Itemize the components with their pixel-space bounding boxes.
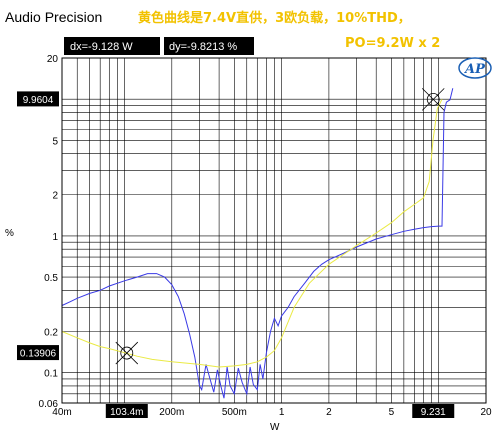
cursor-markers	[115, 88, 445, 365]
cursor-circle	[120, 346, 134, 360]
cursor-value-boxes: 103.4m 9.231 9.9604 0.13906	[17, 91, 455, 418]
cursor-cross	[115, 341, 139, 365]
dx-readout: dx=-9.128 W	[70, 41, 133, 53]
dy-readout: dy=-9.8213 %	[169, 41, 237, 53]
x-tick-label: 40m	[52, 407, 71, 418]
x-tick-label: 5	[389, 407, 395, 418]
y-tick-label: 5	[52, 136, 58, 147]
y-cursor-1-value: 9.9604	[23, 95, 54, 106]
x-cursor-1-value-box	[105, 404, 148, 418]
x-tick-label: 200m	[159, 407, 184, 418]
tick-labels: 40m 200m 500m 1 2 5 20 0.06 0.1 0.2 0.5 1 2 5 20	[39, 54, 492, 418]
x-cursor-1-value: 103.4m	[110, 407, 143, 418]
cursor-cross	[421, 88, 445, 111]
x-tick-label: 500m	[222, 407, 247, 418]
y-axis-label: %	[5, 228, 14, 239]
series-line-2	[61, 98, 443, 368]
dx-readout-box	[64, 37, 160, 55]
plot-frame	[61, 57, 487, 404]
x-cursor-2-value: 9.231	[421, 407, 446, 418]
x-tick-label: 1	[279, 407, 285, 418]
y-tick-label: 2	[52, 191, 58, 202]
y-cursor-2-value-box	[17, 345, 59, 361]
x-axis-label: W	[270, 422, 280, 433]
brand-title: Audio Precision	[5, 9, 102, 25]
x-tick-label: 20	[480, 407, 492, 418]
y-tick-label: 0.2	[44, 327, 58, 338]
x-cursor-2-value-box	[412, 404, 455, 418]
annotation-line-1: 黄色曲线是7.4V直供，3欧负载，10%THD，	[138, 10, 411, 26]
x-tick-label: 2	[326, 407, 332, 418]
y-tick-label: 0.5	[44, 273, 58, 284]
y-tick-label: 20	[47, 54, 59, 65]
y-cursor-1-value-box	[17, 91, 59, 107]
y-tick-label: 0.06	[39, 399, 59, 410]
data-series	[61, 88, 454, 399]
y-tick-label: 0.1	[44, 369, 58, 380]
ap-logo-text: AP	[463, 62, 486, 77]
dy-readout-box	[164, 37, 254, 55]
cursor-marker-1	[115, 341, 139, 365]
ap-logo: AP	[458, 57, 492, 79]
series-line-1	[61, 88, 454, 399]
cursor-marker-2	[421, 88, 445, 111]
grid-lines	[61, 57, 487, 404]
y-cursor-2-value: 0.13906	[20, 349, 57, 360]
cursor-circle	[426, 93, 440, 106]
y-tick-label: 1	[52, 232, 58, 243]
annotation-line-2: PO=9.2W x 2	[345, 36, 440, 51]
